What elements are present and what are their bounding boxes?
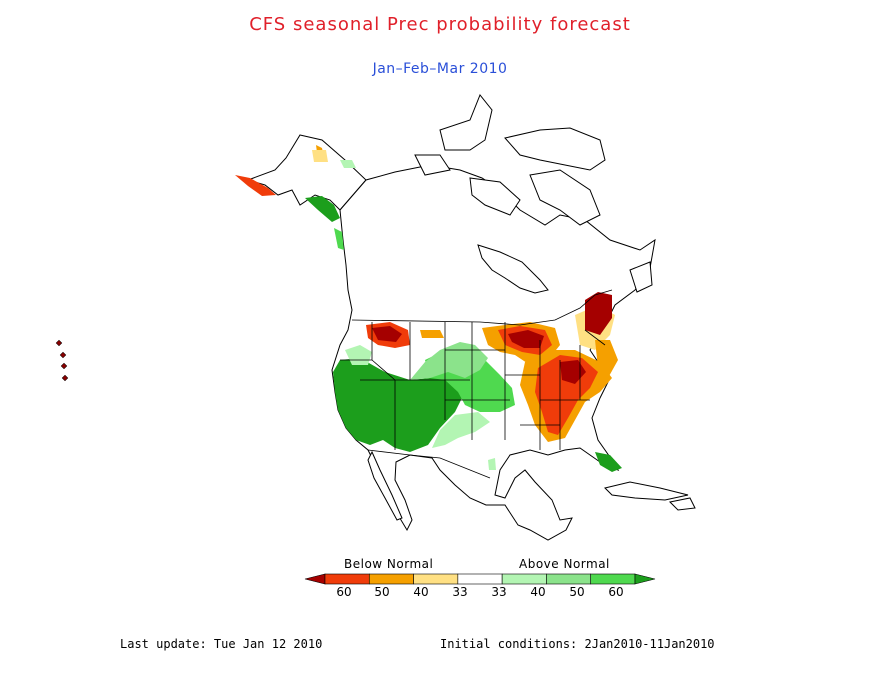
above-normal-west <box>333 358 465 452</box>
chart-title: CFS seasonal Prec probability forecast <box>249 14 631 35</box>
hudson-bay <box>477 244 549 294</box>
hawaii-islands <box>55 339 69 382</box>
above-normal-tx-spot <box>488 458 496 470</box>
below-normal-aleutians <box>235 175 276 196</box>
legend-swatch-below-60 <box>304 573 326 585</box>
legend-tick: 40 <box>530 585 546 599</box>
arctic-island-1 <box>439 94 493 151</box>
chart-subtitle: Jan–Feb–Mar 2010 <box>372 61 508 77</box>
legend-below-label: Below Normal <box>344 557 434 571</box>
below-normal-montana-60 <box>372 326 402 342</box>
initial-conditions-text: Initial conditions: 2Jan2010-11Jan2010 <box>440 637 715 651</box>
cuba <box>604 481 689 501</box>
baja-california <box>367 450 403 521</box>
below-normal-ne-60 <box>585 292 612 335</box>
legend-swatch-above-40 <box>546 573 592 585</box>
legend-swatch-normal <box>457 573 503 585</box>
legend-swatch-above-33 <box>501 573 547 585</box>
above-normal-florida <box>595 452 622 472</box>
baffin-island <box>529 169 601 226</box>
legend-swatch-below-33 <box>413 573 459 585</box>
legend-swatch-above-50 <box>590 573 636 585</box>
newfoundland <box>629 261 653 293</box>
us-mexico-border <box>367 449 491 479</box>
below-normal-ohio-60 <box>560 360 586 384</box>
political-boundaries <box>340 289 613 479</box>
us-canada-border <box>351 289 613 326</box>
legend-tick: 33 <box>452 585 468 599</box>
legend-colorbar <box>304 573 656 585</box>
hispaniola <box>668 497 696 511</box>
legend-tick: 60 <box>608 585 624 599</box>
legend-swatch-above-60 <box>634 573 656 585</box>
above-normal-alaska-light <box>340 160 356 168</box>
below-normal-ne-coast <box>595 340 618 378</box>
arctic-island-2 <box>414 154 451 176</box>
legend-swatch-below-40 <box>368 573 414 585</box>
below-normal-dakota <box>420 330 444 338</box>
arctic-island-3 <box>469 177 521 216</box>
legend-swatch-below-50 <box>324 573 370 585</box>
above-normal-bc-coast <box>334 228 344 250</box>
last-update-text: Last update: Tue Jan 12 2010 <box>120 637 323 651</box>
above-normal-alaska <box>305 196 340 222</box>
above-normal-south-tx <box>432 412 490 448</box>
greenland <box>504 127 606 171</box>
legend-above-label: Above Normal <box>519 557 610 571</box>
legend-tick: 50 <box>569 585 585 599</box>
legend-tick: 40 <box>413 585 429 599</box>
below-normal-great-lakes-60 <box>508 330 544 348</box>
legend-tick: 50 <box>374 585 390 599</box>
below-normal-alaska-north-light <box>312 150 328 162</box>
legend-tick: 60 <box>336 585 352 599</box>
above-normal-plains-50 <box>410 342 488 380</box>
legend-tick: 33 <box>491 585 507 599</box>
